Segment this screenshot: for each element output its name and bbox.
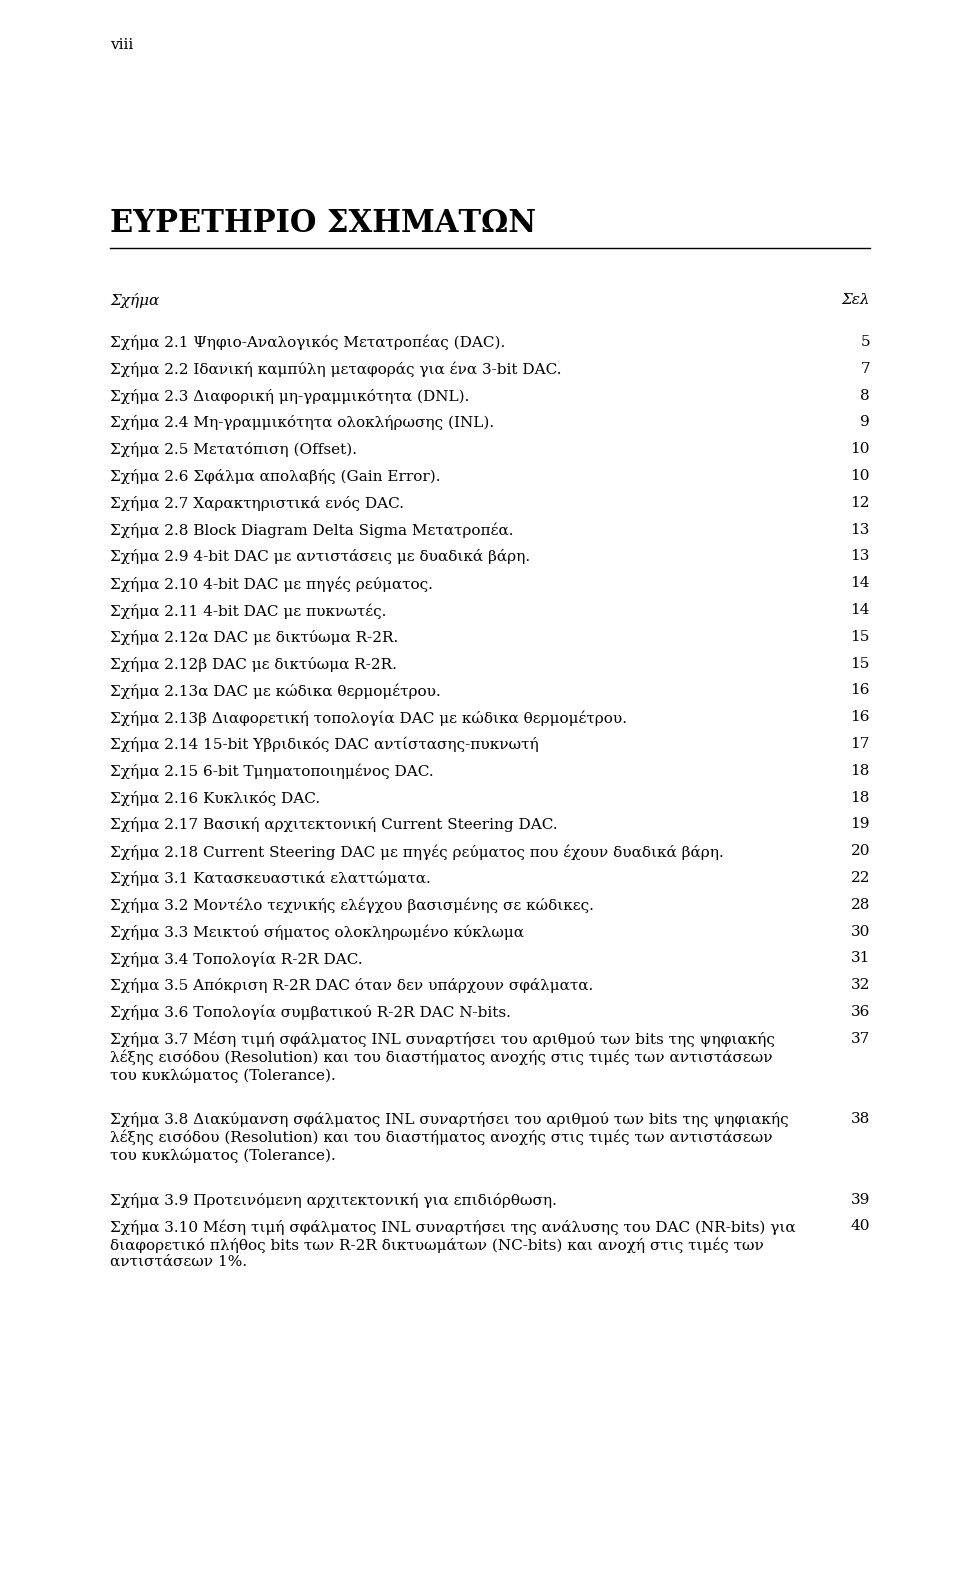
Text: Σχήμα 3.10 Μέση τιμή σφάλματος INL συναρτήσει της ανάλυσης του DAC (NR-bits) για: Σχήμα 3.10 Μέση τιμή σφάλματος INL συναρ…	[110, 1219, 796, 1270]
Text: 7: 7	[860, 362, 870, 376]
Text: Σχήμα 3.5 Απόκριση R-2R DAC όταν δεν υπάρχουν σφάλματα.: Σχήμα 3.5 Απόκριση R-2R DAC όταν δεν υπά…	[110, 978, 593, 992]
Text: Σχήμα 2.14 15-bit Υβριδικός DAC αντίστασης-πυκνωτή: Σχήμα 2.14 15-bit Υβριδικός DAC αντίστασ…	[110, 738, 539, 752]
Text: Σχήμα 2.6 Σφάλμα απολαβής (Gain Error).: Σχήμα 2.6 Σφάλμα απολαβής (Gain Error).	[110, 468, 441, 484]
Text: 8: 8	[860, 389, 870, 403]
Text: 36: 36	[851, 1005, 870, 1020]
Text: Σχήμα: Σχήμα	[110, 293, 159, 307]
Text: Σχήμα 2.15 6-bit Τμηματοποιημένος DAC.: Σχήμα 2.15 6-bit Τμηματοποιημένος DAC.	[110, 763, 434, 779]
Text: Σχήμα 3.1 Κατασκευαστικά ελαττώματα.: Σχήμα 3.1 Κατασκευαστικά ελαττώματα.	[110, 871, 431, 886]
Text: 16: 16	[851, 683, 870, 698]
Text: Σχήμα 2.1 Ψηφιο-Αναλογικός Μετατροπέας (DAC).: Σχήμα 2.1 Ψηφιο-Αναλογικός Μετατροπέας (…	[110, 335, 505, 350]
Text: 10: 10	[851, 443, 870, 456]
Text: Σχήμα 2.16 Κυκλικός DAC.: Σχήμα 2.16 Κυκλικός DAC.	[110, 790, 320, 806]
Text: Σχήμα 2.4 Μη-γραμμικότητα ολοκλήρωσης (INL).: Σχήμα 2.4 Μη-γραμμικότητα ολοκλήρωσης (I…	[110, 416, 494, 430]
Text: 20: 20	[851, 844, 870, 859]
Text: 16: 16	[851, 710, 870, 725]
Text: Σχήμα 2.18 Current Steering DAC με πηγές ρεύματος που έχουν δυαδικά βάρη.: Σχήμα 2.18 Current Steering DAC με πηγές…	[110, 844, 724, 860]
Text: Σχήμα 2.8 Block Diagram Delta Sigma Μετατροπέα.: Σχήμα 2.8 Block Diagram Delta Sigma Μετα…	[110, 523, 514, 538]
Text: 18: 18	[851, 763, 870, 777]
Text: 13: 13	[851, 550, 870, 564]
Text: Σχήμα 3.8 Διακύμανση σφάλματος INL συναρτήσει του αριθμού των bits της ψηφιακής
: Σχήμα 3.8 Διακύμανση σφάλματος INL συναρ…	[110, 1112, 788, 1163]
Text: Σχήμα 2.12α DAC με δικτύωμα R-2R.: Σχήμα 2.12α DAC με δικτύωμα R-2R.	[110, 629, 398, 645]
Text: 5: 5	[860, 335, 870, 349]
Text: Σχήμα 3.6 Τοπολογία συμβατικού R-2R DAC N-bits.: Σχήμα 3.6 Τοπολογία συμβατικού R-2R DAC …	[110, 1005, 511, 1020]
Text: Σχήμα 2.5 Μετατόπιση (Offset).: Σχήμα 2.5 Μετατόπιση (Offset).	[110, 443, 357, 457]
Text: viii: viii	[110, 38, 133, 53]
Text: Σχήμα 2.7 Χαρακτηριστικά ενός DAC.: Σχήμα 2.7 Χαρακτηριστικά ενός DAC.	[110, 495, 404, 511]
Text: Σχήμα 3.9 Προτεινόμενη αρχιτεκτονική για επιδιόρθωση.: Σχήμα 3.9 Προτεινόμενη αρχιτεκτονική για…	[110, 1193, 557, 1207]
Text: 12: 12	[851, 495, 870, 510]
Text: 31: 31	[851, 951, 870, 965]
Text: Σχήμα 3.4 Τοπολογία R-2R DAC.: Σχήμα 3.4 Τοπολογία R-2R DAC.	[110, 951, 363, 967]
Text: 10: 10	[851, 468, 870, 483]
Text: 13: 13	[851, 523, 870, 537]
Text: Σχήμα 2.10 4-bit DAC με πηγές ρεύματος.: Σχήμα 2.10 4-bit DAC με πηγές ρεύματος.	[110, 577, 433, 591]
Text: 38: 38	[851, 1112, 870, 1126]
Text: 28: 28	[851, 898, 870, 911]
Text: Σχήμα 3.3 Μεικτού σήματος ολοκληρωμένο κύκλωμα: Σχήμα 3.3 Μεικτού σήματος ολοκληρωμένο κ…	[110, 924, 524, 940]
Text: 39: 39	[851, 1193, 870, 1206]
Text: Σχήμα 2.11 4-bit DAC με πυκνωτές.: Σχήμα 2.11 4-bit DAC με πυκνωτές.	[110, 604, 386, 618]
Text: Σχήμα 2.12β DAC με δικτύωμα R-2R.: Σχήμα 2.12β DAC με δικτύωμα R-2R.	[110, 656, 396, 672]
Text: Σχήμα 2.3 Διαφορική μη-γραμμικότητα (DNL).: Σχήμα 2.3 Διαφορική μη-γραμμικότητα (DNL…	[110, 389, 469, 403]
Text: 19: 19	[851, 817, 870, 832]
Text: ΕΥΡΕΤΗΡΙΟ ΣΧΗΜΑΤΩΝ: ΕΥΡΕΤΗΡΙΟ ΣΧΗΜΑΤΩΝ	[110, 209, 536, 239]
Text: 30: 30	[851, 924, 870, 938]
Text: Σχήμα 3.7 Μέση τιμή σφάλματος INL συναρτήσει του αριθμού των bits της ψηφιακής
λ: Σχήμα 3.7 Μέση τιμή σφάλματος INL συναρτ…	[110, 1032, 775, 1083]
Text: 37: 37	[851, 1032, 870, 1045]
Text: 15: 15	[851, 656, 870, 671]
Text: 14: 14	[851, 577, 870, 589]
Text: Σχήμα 3.2 Μοντέλο τεχνικής ελέγχου βασισμένης σε κώδικες.: Σχήμα 3.2 Μοντέλο τεχνικής ελέγχου βασισ…	[110, 898, 594, 913]
Text: Σχήμα 2.13β Διαφορετική τοπολογία DAC με κώδικα θερμομέτρου.: Σχήμα 2.13β Διαφορετική τοπολογία DAC με…	[110, 710, 627, 726]
Text: Σχήμα 2.13α DAC με κώδικα θερμομέτρου.: Σχήμα 2.13α DAC με κώδικα θερμομέτρου.	[110, 683, 441, 699]
Text: 14: 14	[851, 604, 870, 616]
Text: Σχήμα 2.9 4-bit DAC με αντιστάσεις με δυαδικά βάρη.: Σχήμα 2.9 4-bit DAC με αντιστάσεις με δυ…	[110, 550, 530, 564]
Text: 15: 15	[851, 629, 870, 644]
Text: 18: 18	[851, 790, 870, 804]
Text: Σχήμα 2.17 Βασική αρχιτεκτονική Current Steering DAC.: Σχήμα 2.17 Βασική αρχιτεκτονική Current …	[110, 817, 558, 833]
Text: 22: 22	[851, 871, 870, 886]
Text: Σχήμα 2.2 Ιδανική καμπύλη μεταφοράς για ένα 3-bit DAC.: Σχήμα 2.2 Ιδανική καμπύλη μεταφοράς για …	[110, 362, 562, 378]
Text: Σελ: Σελ	[842, 293, 870, 307]
Text: 32: 32	[851, 978, 870, 992]
Text: 17: 17	[851, 738, 870, 750]
Text: 40: 40	[851, 1219, 870, 1233]
Text: 9: 9	[860, 416, 870, 430]
